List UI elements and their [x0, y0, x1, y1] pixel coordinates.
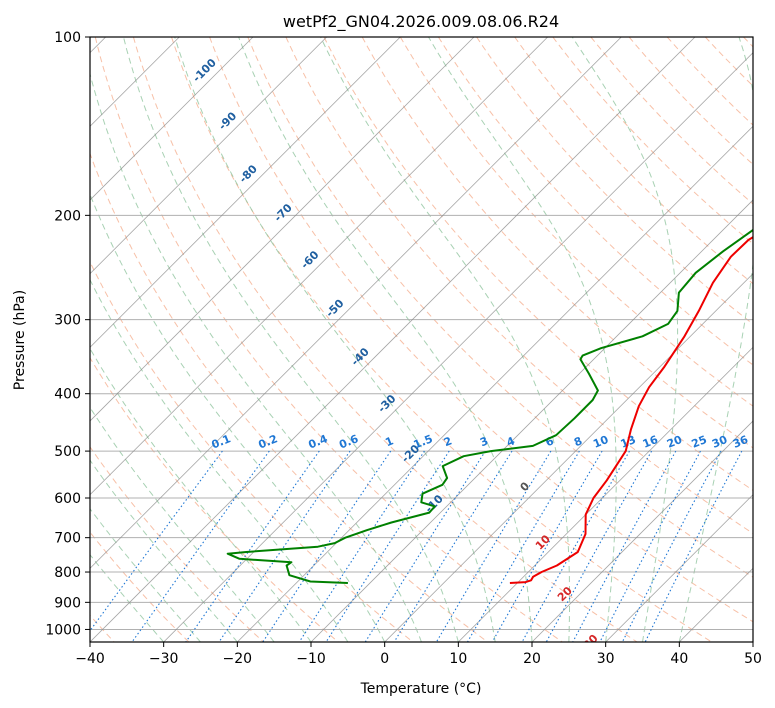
dry-adiabat-line — [90, 356, 339, 642]
x-tick-label: 20 — [523, 651, 541, 667]
moist-adiabat-line — [174, 37, 496, 642]
mixing-ratio-line — [491, 450, 603, 642]
mixing-ratio-line — [621, 450, 722, 642]
profile-lines — [226, 228, 753, 584]
dry-adiabat-line — [285, 37, 753, 535]
dry-adiabat-line — [399, 37, 753, 407]
x-tick-label: −40 — [75, 651, 105, 667]
mixing-ratio-line — [218, 450, 351, 642]
x-tick-label: 30 — [597, 651, 615, 667]
dry-adiabat-line — [171, 37, 712, 642]
y-axis-label: Pressure (hPa) — [12, 290, 28, 390]
dry-adiabat-line — [552, 37, 753, 245]
x-tick-label: 40 — [670, 651, 688, 667]
moist-adiabat-line — [320, 37, 571, 642]
chart-title: wetPf2_GN04.2026.009.08.06.R24 — [283, 12, 559, 32]
moist-adiabat-line — [90, 553, 165, 642]
isotherm-line — [310, 199, 753, 642]
dewpoint-profile-line — [226, 228, 753, 584]
x-tick-label: 10 — [449, 651, 467, 667]
x-axis-label: Temperature (°C) — [360, 681, 482, 697]
mixing-ratio-label: 1 — [383, 434, 395, 449]
y-tick-label: 500 — [54, 444, 81, 460]
x-tick-label: 50 — [744, 651, 762, 667]
moist-adiabat-line — [90, 278, 349, 642]
moist-adiabat-line — [90, 507, 201, 642]
mixing-ratio-label: 8 — [572, 434, 584, 449]
mixing-ratio-line — [364, 450, 486, 642]
isotherm-line — [90, 37, 327, 275]
y-tick-label: 100 — [54, 30, 81, 46]
moist-adiabat-line — [90, 72, 422, 642]
dry-adiabat-line — [132, 37, 638, 642]
mixing-ratio-label: 3 — [478, 434, 490, 449]
mixing-ratio-line — [599, 450, 701, 642]
moist-adiabat-line — [678, 37, 753, 642]
moist-adiabat-line — [90, 459, 238, 642]
moist-adiabat-line — [90, 406, 275, 642]
y-tick-label: 900 — [54, 595, 81, 611]
mixing-ratio-line — [521, 450, 630, 642]
mixing-ratio-label: 30 — [710, 433, 729, 451]
isotherm-line — [90, 37, 401, 348]
dry-adiabat-line — [590, 37, 753, 205]
isotherm-line — [384, 273, 753, 642]
x-tick-label: −30 — [149, 651, 179, 667]
mixing-ratio-label: 36 — [731, 433, 750, 451]
axis-ticks: −40 −30 −20 −10 0 10 20 30 40 50 100 200 300 400 500 60… — [45, 30, 762, 667]
isotherm-line — [531, 420, 753, 642]
y-tick-label: 700 — [54, 531, 81, 547]
dry-adiabat-line — [94, 37, 563, 642]
y-tick-label: 400 — [54, 387, 81, 403]
mixing-ratio-line — [545, 450, 653, 642]
moist-adiabat-line — [123, 37, 459, 642]
isotherm-line — [90, 37, 254, 201]
mixing-ratio-label: 25 — [690, 433, 709, 451]
x-tick-label: −10 — [296, 651, 326, 667]
y-tick-label: 800 — [54, 565, 81, 581]
y-tick-label: 600 — [54, 491, 81, 507]
moist-adiabat-line — [571, 37, 679, 642]
moist-adiabat-line — [90, 193, 386, 642]
dry-adiabat-line — [90, 260, 414, 642]
x-tick-label: 0 — [380, 651, 389, 667]
isotherm-line — [90, 37, 475, 422]
dry-adiabat-line — [323, 37, 753, 491]
dry-adiabat-line — [90, 446, 264, 642]
mixing-ratio-line — [467, 450, 580, 642]
isotherm-line — [605, 494, 753, 642]
mixing-ratio-line — [435, 450, 552, 642]
dry-adiabat-line — [437, 37, 753, 366]
mixing-ratio-line — [185, 450, 320, 642]
x-tick-label: −20 — [223, 651, 253, 667]
moist-adiabat-line — [238, 37, 533, 642]
isotherm-line — [90, 37, 622, 569]
y-tick-label: 200 — [54, 208, 81, 224]
dry-adiabat-line — [247, 37, 753, 578]
moist-adiabat-line — [428, 37, 617, 642]
y-tick-label: 1000 — [45, 622, 81, 638]
y-tick-label: 300 — [54, 313, 81, 329]
isotherm-label: 30 — [581, 632, 601, 652]
plot-frame — [89, 36, 754, 643]
isotherm-line — [90, 37, 548, 496]
isotherm-line — [90, 37, 696, 642]
dry-adiabat-line — [209, 37, 753, 623]
mixing-ratio-line — [572, 450, 677, 642]
mixing-ratio-line — [393, 450, 513, 642]
mixing-ratio-label: 20 — [665, 433, 684, 451]
isotherm-line — [458, 346, 753, 642]
mixing-ratio-label: 16 — [641, 433, 660, 451]
mixing-ratio-label: 2 — [442, 434, 454, 449]
isotherm-line — [163, 52, 753, 642]
mixing-ratio-label: 10 — [591, 433, 610, 451]
temperature-profile-line — [509, 236, 753, 584]
mixing-ratio-line — [131, 450, 270, 642]
background-lines — [90, 37, 753, 642]
